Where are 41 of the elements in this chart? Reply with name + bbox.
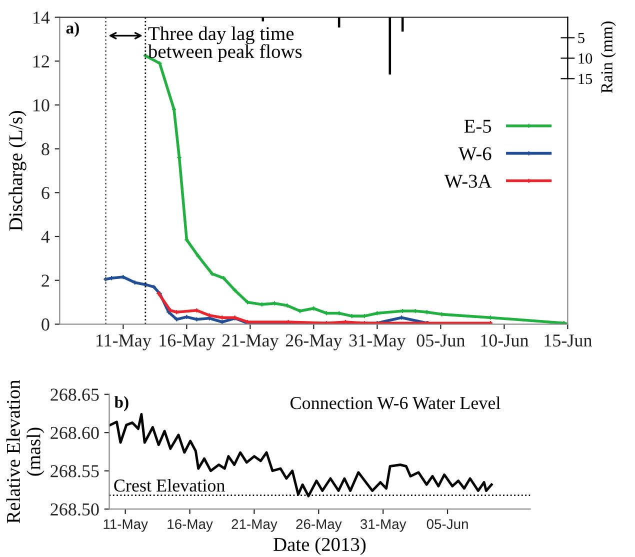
y-tick-label: 14	[34, 12, 50, 24]
y-tick-label: 6	[42, 186, 50, 200]
x-tick-label: 31-May	[349, 334, 406, 350]
x-tick-label: 16-May	[160, 334, 216, 350]
y-tick-label: 0	[42, 318, 50, 331]
y-tick-label: 268.55	[50, 465, 99, 478]
annotation: Three day lag time between peak flows	[148, 26, 302, 62]
chart-title: Connection W-6 Water Level	[290, 396, 500, 410]
y-tick-label: 8	[42, 143, 50, 156]
x-tick-label: 26-May	[286, 334, 342, 350]
y-tick-label: 12	[34, 55, 49, 68]
x-tick-label: 11-May	[104, 519, 148, 532]
x-tick-label: 21-May	[232, 519, 278, 532]
legend-label: W-3A	[444, 174, 492, 188]
x-tick-label: 10-Jun	[481, 334, 528, 347]
y2-tick-label: 15	[578, 74, 592, 84]
y-tick-label: 268.50	[50, 503, 99, 516]
x-tick-label: 05-Jun	[426, 519, 468, 530]
y-tick-label: 268.65	[50, 388, 99, 401]
annotation: a)	[66, 22, 79, 37]
y2-tick-label: 10	[578, 53, 592, 64]
x-tick-label: 15-Jun	[544, 334, 592, 347]
x-tick-label: 11-May	[96, 334, 152, 350]
x-tick-label: 05-Jun	[416, 334, 465, 347]
y2-tick-label: 5	[578, 33, 584, 44]
ref-line-label: Crest Elevation	[114, 478, 225, 492]
x-tick-label: 21-May	[222, 334, 279, 350]
y-axis-title: Discharge (L/s)	[8, 111, 26, 231]
y-axis-title: Relative Elevation (masl)	[6, 380, 44, 524]
x-axis-title: Date (2013)	[274, 537, 366, 555]
y-tick-label: 4	[41, 230, 50, 243]
legend-label: W-6	[458, 147, 492, 160]
x-tick-label: 31-May	[360, 519, 406, 532]
y-tick-label: 2	[42, 274, 49, 287]
annotation: b)	[114, 396, 128, 412]
y-tick-label: 10	[34, 99, 50, 112]
x-tick-label: 26-May	[296, 519, 342, 532]
y-tick-label: 268.60	[50, 426, 99, 440]
y2-axis-title: Rain (mm)	[600, 22, 616, 94]
legend-label: E-5	[464, 120, 492, 133]
x-tick-label: 16-May	[168, 519, 213, 532]
